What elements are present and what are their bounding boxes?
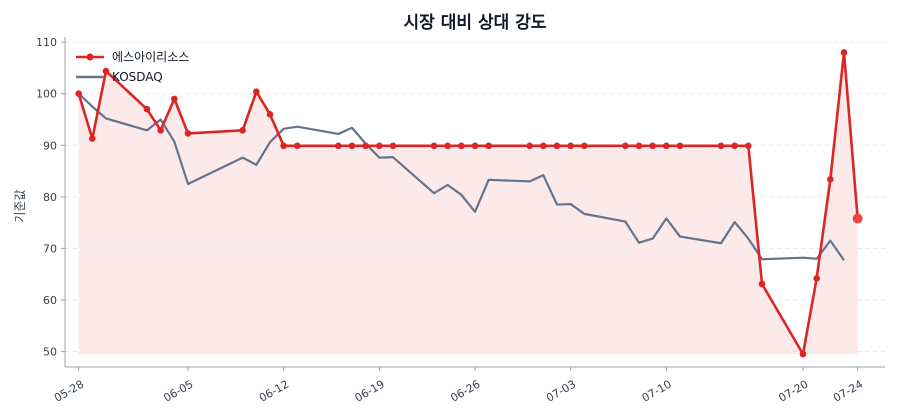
x-tick-label: 06-05 xyxy=(161,378,195,405)
y-tick-label: 80 xyxy=(43,191,57,204)
stock-point xyxy=(239,127,246,134)
x-tick-label: 07-20 xyxy=(776,378,810,405)
stock-point xyxy=(540,142,547,150)
y-axis-label: 기준값 xyxy=(13,189,27,222)
stock-point xyxy=(717,142,725,150)
stock-point xyxy=(567,142,574,150)
x-tick-label: 05-28 xyxy=(52,378,86,405)
x-tick-label: 07-24 xyxy=(831,378,865,405)
stock-point xyxy=(143,105,151,113)
stock-point xyxy=(444,142,451,150)
stock-point xyxy=(827,176,834,183)
stock-point xyxy=(348,142,356,150)
stock-point xyxy=(799,350,807,358)
legend-marker-stock xyxy=(86,53,94,61)
y-ticks: 50 60 70 80 90 100 110 xyxy=(36,36,65,359)
stock-last-point xyxy=(852,213,863,224)
legend-label-stock: 에스아이리소스 xyxy=(112,50,189,64)
stock-point xyxy=(266,111,274,118)
stock-point xyxy=(635,142,643,150)
x-tick-label: 07-10 xyxy=(640,378,674,405)
stock-point xyxy=(622,142,629,150)
x-ticks: 05-28 06-05 06-12 06-19 06-26 07-03 07-10 07-20… xyxy=(52,367,865,405)
y-tick-label: 50 xyxy=(43,346,57,359)
stock-point xyxy=(376,142,383,150)
stock-point xyxy=(335,142,342,150)
stock-point xyxy=(731,142,738,150)
stock-point xyxy=(362,142,369,150)
y-tick-label: 70 xyxy=(43,242,57,255)
stock-point xyxy=(184,130,192,137)
stock-point xyxy=(75,90,82,98)
kosdaq-line xyxy=(77,92,845,261)
y-tick-label: 90 xyxy=(43,139,57,152)
stock-point xyxy=(758,280,766,288)
stock-point xyxy=(526,142,533,150)
stock-point xyxy=(253,88,260,95)
stock-point xyxy=(102,67,110,75)
series-points xyxy=(75,49,863,358)
stock-point xyxy=(430,142,438,150)
chart-title: 시장 대비 상대 강도 xyxy=(404,13,547,33)
stock-point xyxy=(458,142,465,150)
stock-point xyxy=(813,275,820,282)
stock-point xyxy=(663,142,670,150)
stock-point xyxy=(294,142,301,150)
y-tick-label: 60 xyxy=(43,294,57,307)
x-tick-label: 06-26 xyxy=(448,378,482,405)
stock-point xyxy=(157,127,164,134)
legend: 에스아이리소스 KOSDAQ xyxy=(76,50,189,84)
x-tick-label: 07-03 xyxy=(544,378,578,405)
stock-point xyxy=(171,95,178,103)
y-tick-label: 100 xyxy=(36,88,57,101)
stock-point xyxy=(745,142,752,150)
stock-point xyxy=(389,142,397,150)
stock-point xyxy=(676,142,684,150)
x-tick-label: 06-19 xyxy=(353,378,387,405)
stock-point xyxy=(471,142,479,150)
y-tick-label: 110 xyxy=(36,36,57,49)
stock-point xyxy=(581,142,588,150)
stock-point xyxy=(649,142,656,150)
x-tick-label: 06-12 xyxy=(257,378,291,405)
stock-point xyxy=(89,135,96,142)
stock-point xyxy=(485,142,492,150)
stock-point xyxy=(280,142,287,150)
legend-label-kosdaq: KOSDAQ xyxy=(112,70,163,84)
stock-point xyxy=(840,49,848,56)
stock-point xyxy=(553,142,561,150)
